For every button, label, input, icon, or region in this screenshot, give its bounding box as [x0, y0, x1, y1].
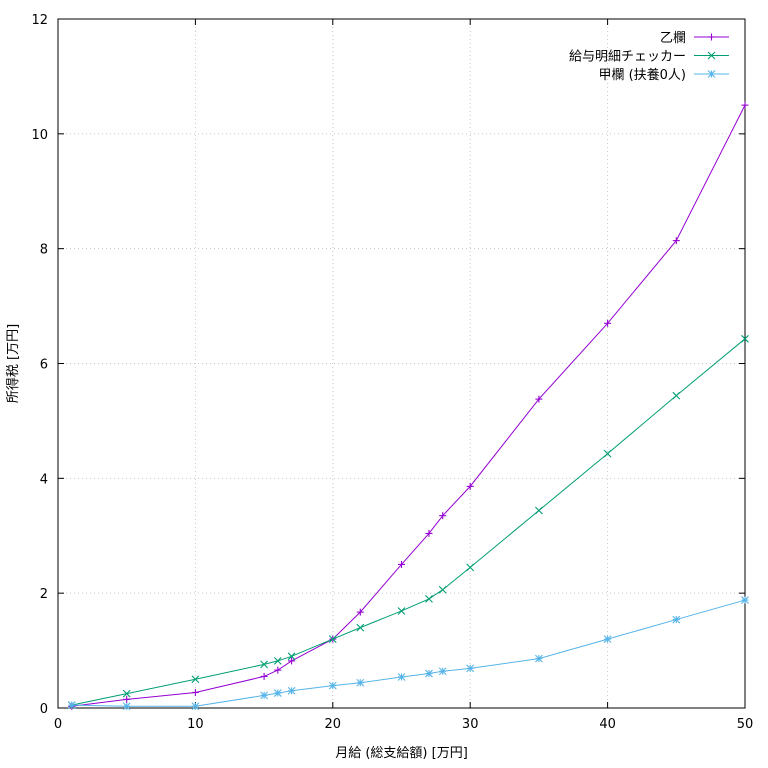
- legend-marker: [708, 33, 715, 41]
- y-tick-label: 8: [40, 243, 48, 258]
- axis-ticks: 0 10 20 30 40 50 0 2 4 6 8 10 12: [31, 13, 753, 732]
- data-point: [438, 585, 447, 594]
- legend-item: 給与明細チェッカー: [569, 50, 729, 65]
- data-point: [466, 563, 475, 572]
- data-point: [328, 635, 337, 643]
- data-point: [398, 560, 405, 568]
- x-tick-label: 40: [599, 717, 616, 732]
- legend-label: 乙欄: [660, 30, 686, 46]
- data-point: [288, 657, 296, 665]
- data-point: [287, 686, 296, 695]
- data-point: [466, 664, 475, 673]
- y-tick-label: 6: [40, 358, 48, 373]
- data-point: [67, 701, 76, 710]
- data-point: [397, 673, 406, 681]
- data-point: [356, 608, 364, 616]
- data-point: [741, 334, 749, 343]
- data-point: [603, 635, 612, 643]
- data-point: [535, 654, 543, 663]
- legend-label: 給与明細チェッカー: [569, 50, 686, 65]
- x-axis-title: 月給 (総支給額) [万円]: [335, 746, 468, 761]
- data-point: [741, 101, 749, 109]
- data-point: [191, 702, 200, 711]
- data-point: [356, 678, 365, 687]
- data-point: [603, 449, 612, 458]
- x-tick-label: 30: [462, 717, 479, 732]
- data-point: [535, 506, 543, 515]
- series-1: [67, 334, 749, 710]
- x-tick-label: 10: [187, 717, 204, 732]
- legend-item: 甲欄 (扶養0人): [598, 67, 729, 83]
- grid: [58, 19, 745, 708]
- legend-marker: [707, 51, 716, 60]
- series-line: [71, 104, 746, 707]
- data-point: [425, 529, 433, 537]
- series-0: [68, 101, 749, 710]
- data-point: [260, 672, 268, 680]
- series-lines: [67, 101, 749, 711]
- data-point: [191, 688, 199, 696]
- data-point: [328, 681, 337, 690]
- data-point: [439, 512, 447, 520]
- x-tick-label: 0: [54, 717, 62, 732]
- data-point: [191, 675, 200, 684]
- data-point: [672, 391, 681, 400]
- data-point: [273, 657, 282, 665]
- x-tick-label: 50: [737, 717, 754, 732]
- data-point: [122, 689, 131, 698]
- data-point: [425, 595, 433, 603]
- series-line: [71, 338, 746, 706]
- legend-item: 乙欄: [660, 30, 729, 46]
- data-point: [672, 237, 680, 245]
- data-point: [741, 596, 749, 604]
- data-point: [260, 660, 268, 669]
- data-point: [287, 652, 296, 661]
- y-tick-label: 10: [31, 128, 48, 143]
- y-tick-label: 0: [40, 702, 48, 717]
- data-point: [672, 615, 681, 624]
- data-point: [273, 689, 282, 697]
- series-2: [67, 596, 749, 711]
- y-tick-label: 12: [31, 13, 48, 28]
- data-point: [260, 691, 268, 700]
- y-tick-label: 2: [40, 587, 48, 602]
- plot-frame: [57, 18, 746, 709]
- data-point: [535, 395, 543, 403]
- data-point: [122, 702, 131, 711]
- data-point: [274, 666, 282, 674]
- data-point: [604, 319, 612, 327]
- data-point: [425, 669, 433, 678]
- y-axis-title: 所得税 [万円]: [5, 324, 21, 403]
- legend-marker: [707, 70, 716, 78]
- y-tick-label: 4: [40, 472, 48, 487]
- series-line: [71, 599, 746, 707]
- data-point: [397, 607, 406, 615]
- data-point: [356, 623, 365, 632]
- legend-label: 甲欄 (扶養0人): [598, 67, 686, 83]
- data-point: [466, 482, 474, 490]
- data-point: [438, 667, 447, 676]
- x-tick-label: 20: [325, 717, 342, 732]
- data-point: [123, 695, 131, 703]
